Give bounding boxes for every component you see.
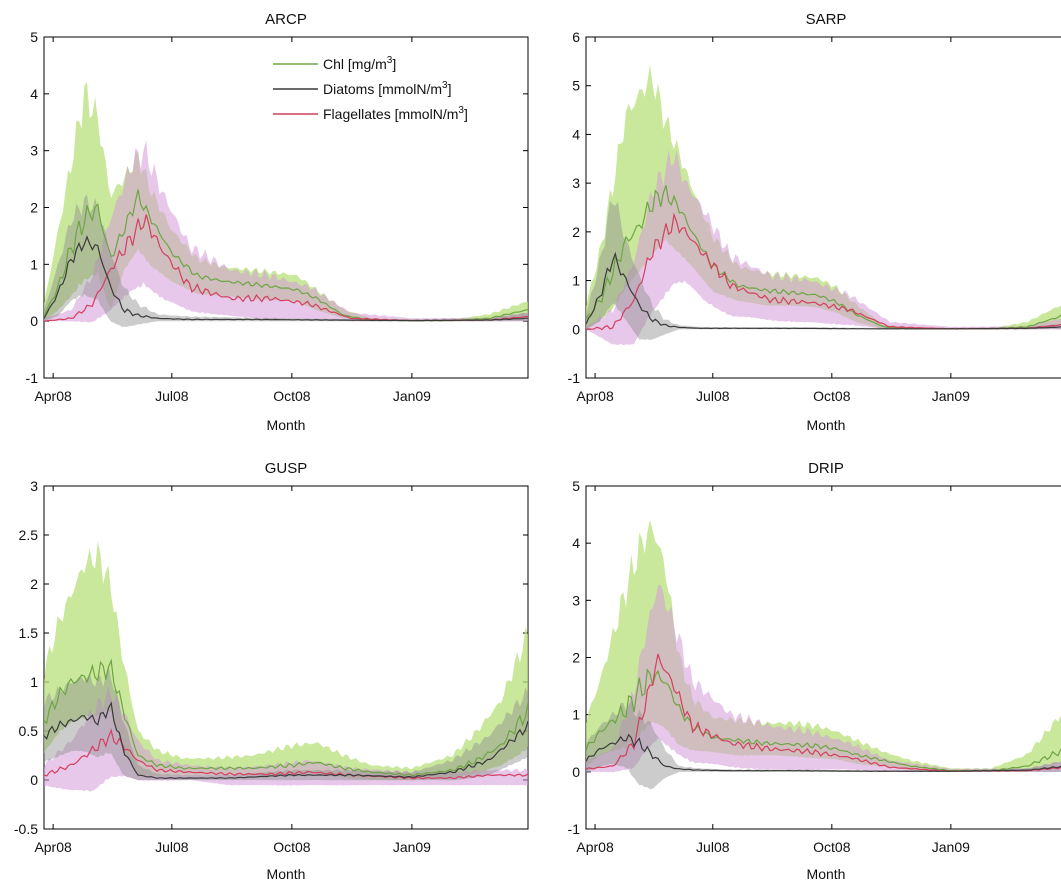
chart-panel-drip: DRIP -1 0 1 2 3 4 5 Apr08 Jul08 Oct08 Jan09 Month: [568, 460, 1061, 882]
y-tick-label: 0: [30, 313, 38, 329]
chart-panel-sarp: SARP -1 0 1 2 3 4 5 6 Apr08 Jul08 Oct08 Jan09 Month: [568, 11, 1061, 433]
y-tick-label: 0.5: [19, 723, 39, 739]
y-tick-label: -1: [26, 370, 39, 386]
y-tick-label: 0: [30, 772, 38, 788]
y-tick-label: 5: [572, 478, 580, 494]
line-diatoms: [44, 701, 528, 780]
x-tick-label: Jul08: [155, 839, 189, 855]
band-chl: [44, 541, 528, 781]
x-tick-label: Jan09: [932, 388, 970, 404]
legend: Chl [mg/m3] Diatoms [mmolN/m3] Flagellates…: [273, 55, 468, 122]
x-tick-label: Oct08: [813, 388, 851, 404]
x-tick-label: Apr08: [576, 839, 614, 855]
y-tick-label: 3: [30, 478, 38, 494]
x-tick-label: Jan09: [932, 839, 970, 855]
plot-area: [586, 64, 1061, 346]
chart-title-gusp: GUSP: [265, 460, 308, 477]
x-tick-label: Apr08: [34, 388, 72, 404]
line-diatoms: [586, 251, 1061, 330]
plot-area: [44, 81, 528, 327]
band-diatoms: [586, 200, 1061, 340]
y-tick-label: 5: [572, 78, 580, 94]
y-tick-label: -1: [568, 821, 581, 837]
x-tick-label: Jul08: [696, 388, 730, 404]
line-chl: [44, 658, 528, 777]
y-tick-label: 5: [30, 29, 38, 45]
y-tick-label: 2: [572, 650, 580, 666]
y-tick-label: 1: [572, 273, 580, 289]
y-tick-label: 1: [572, 707, 580, 723]
band-flagellates: [586, 584, 1061, 773]
y-tick-label: 4: [30, 86, 38, 102]
y-tick-label: 2: [30, 576, 38, 592]
x-tick-label: Apr08: [576, 388, 614, 404]
band-diatoms: [44, 665, 528, 781]
chart-panel-gusp: GUSP -0.5 0 0.5 1 1.5 2 2.5 3 Apr08 Jul08 Oct08 Jan0…: [14, 460, 529, 882]
band-flagellates: [44, 684, 528, 792]
y-tick-label: 0: [572, 321, 580, 337]
y-tick-label: 4: [572, 535, 580, 551]
line-flagellates: [44, 728, 528, 780]
x-tick-label: Apr08: [34, 839, 72, 855]
y-tick-label: -1: [568, 370, 581, 386]
plot-area: [44, 541, 528, 792]
band-flagellates: [44, 140, 528, 323]
y-tick-label: 3: [572, 175, 580, 191]
x-tick-label: Oct08: [273, 388, 311, 404]
band-flagellates: [586, 149, 1061, 346]
x-axis-label: Month: [807, 866, 846, 882]
x-tick-label: Oct08: [273, 839, 311, 855]
line-diatoms: [586, 733, 1061, 773]
y-tick-label: 1.5: [19, 625, 39, 641]
x-tick-label: Jul08: [696, 839, 730, 855]
y-tick-label: 2.5: [19, 527, 39, 543]
y-tick-label: -0.5: [14, 821, 38, 837]
chart-title-arcp: ARCP: [265, 11, 307, 28]
x-tick-label: Jan09: [393, 388, 431, 404]
legend-label-diatoms: Diatoms [mmolN/m3]: [323, 80, 451, 97]
legend-label-flagellates: Flagellates [mmolN/m3]: [323, 105, 468, 122]
y-tick-label: 6: [572, 29, 580, 45]
y-tick-label: 1: [30, 256, 38, 272]
chart-title-drip: DRIP: [808, 460, 844, 477]
y-tick-label: 2: [572, 224, 580, 240]
x-axis-label: Month: [267, 417, 306, 433]
y-tick-label: 2: [30, 200, 38, 216]
chart-panel-arcp: ARCP -1 0 1 2 3 4 5 Apr08 Jul08 Oct08 Jan09 Month Chl…: [26, 11, 529, 433]
y-tick-label: 4: [572, 126, 580, 142]
y-tick-label: 3: [572, 592, 580, 608]
y-tick-label: 0: [572, 764, 580, 780]
line-diatoms: [44, 235, 528, 322]
x-axis-label: Month: [267, 866, 306, 882]
plot-area: [586, 519, 1061, 790]
x-tick-label: Jul08: [155, 388, 189, 404]
x-axis-label: Month: [807, 417, 846, 433]
x-tick-label: Oct08: [813, 839, 851, 855]
chart-title-sarp: SARP: [806, 11, 847, 28]
y-tick-label: 3: [30, 143, 38, 159]
x-tick-label: Jan09: [393, 839, 431, 855]
plot-frame: [585, 36, 1061, 379]
y-tick-label: 1: [30, 674, 38, 690]
legend-label-chl: Chl [mg/m3]: [323, 55, 396, 72]
